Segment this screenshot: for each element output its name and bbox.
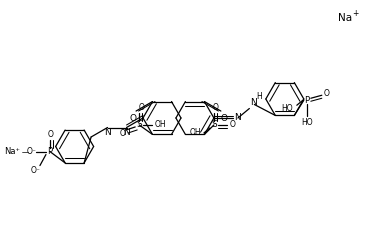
Text: O: O (220, 114, 227, 123)
Text: O: O (48, 130, 54, 139)
Text: P: P (48, 147, 52, 156)
Text: N: N (123, 128, 130, 137)
Text: N: N (250, 98, 257, 107)
Text: Na: Na (338, 13, 352, 23)
Text: O: O (230, 120, 236, 129)
Text: O: O (324, 89, 330, 98)
Text: S: S (136, 120, 142, 129)
Text: HO: HO (281, 104, 293, 113)
Text: OH: OH (190, 128, 202, 137)
Text: P: P (304, 96, 309, 105)
Text: OH: OH (154, 120, 166, 129)
Text: +: + (352, 9, 358, 19)
Text: O: O (130, 114, 136, 123)
Text: O: O (119, 129, 125, 139)
Text: H: H (256, 92, 262, 101)
Text: S: S (211, 120, 217, 129)
Text: HO: HO (301, 118, 313, 127)
Text: O: O (213, 104, 219, 112)
Text: O: O (138, 104, 144, 112)
Text: N: N (104, 128, 111, 137)
Text: O⁻: O⁻ (27, 147, 37, 156)
Text: N: N (234, 114, 241, 123)
Text: Na⁺: Na⁺ (4, 147, 20, 156)
Text: O⁻: O⁻ (31, 166, 41, 175)
